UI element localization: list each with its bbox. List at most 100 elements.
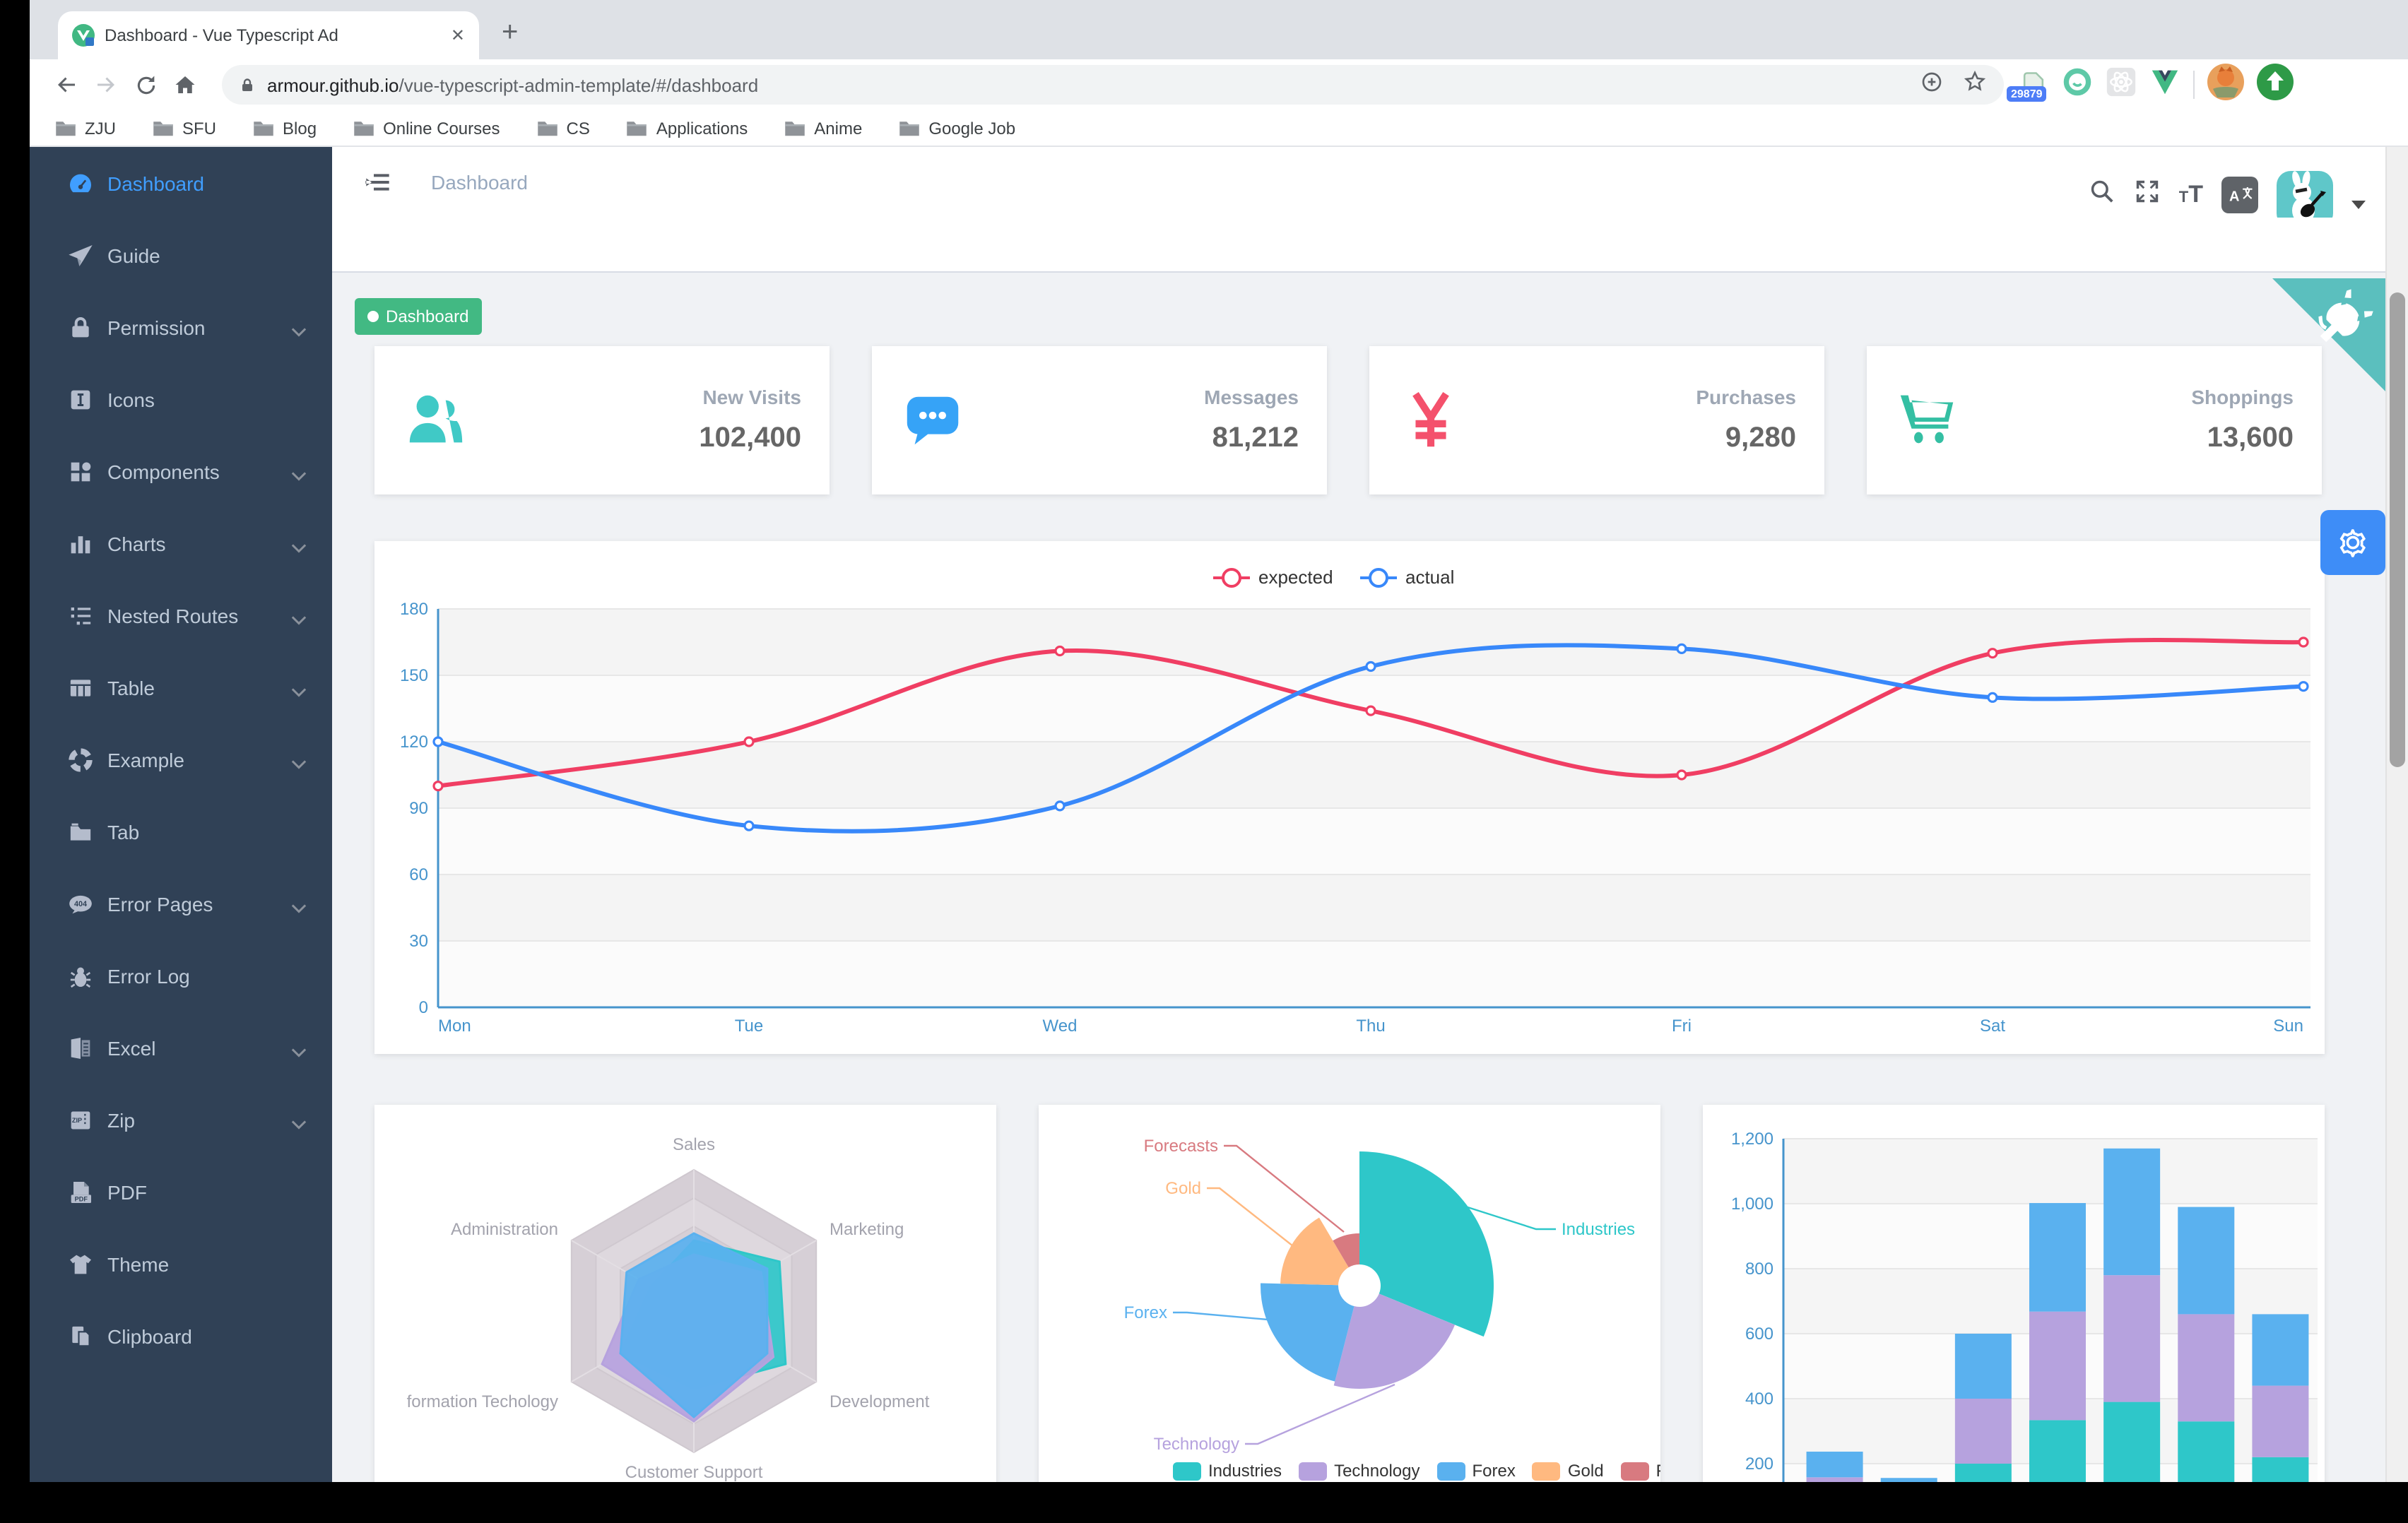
bookmark-item[interactable]: Google Job <box>899 118 1015 138</box>
stat-card-shoppings[interactable]: Shoppings 13,600 <box>1867 346 2322 494</box>
svg-text:200: 200 <box>1745 1454 1773 1474</box>
sidebar-item-label: Excel <box>107 1036 156 1059</box>
bookmark-item[interactable]: Anime <box>784 118 862 138</box>
legend-item[interactable]: Forex <box>1436 1461 1516 1481</box>
sidebar-item-permission[interactable]: Permission <box>30 291 332 363</box>
bookmark-item[interactable]: SFU <box>153 118 216 138</box>
sidebar-item-label: Icons <box>107 388 155 410</box>
gear-icon <box>2339 529 2366 557</box>
sidebar-item-theme[interactable]: Theme <box>30 1228 332 1300</box>
sidebar-item-charts[interactable]: Charts <box>30 507 332 579</box>
legend-chip <box>1620 1462 1649 1480</box>
sidebar-item-pdf[interactable]: PDF PDF <box>30 1156 332 1228</box>
legend-chip <box>1436 1462 1465 1480</box>
folder-icon <box>537 119 558 137</box>
sidebar-item-table[interactable]: Table <box>30 651 332 723</box>
legend-item[interactable]: Industries <box>1173 1461 1282 1481</box>
radar-chart-panel[interactable]: Sales Marketing Development Customer Suppor… <box>374 1105 996 1482</box>
sidebar-item-zip[interactable]: ZIP Zip <box>30 1084 332 1156</box>
sidebar-item-label: Dashboard <box>107 172 204 194</box>
sidebar-item-error-pages[interactable]: 404 Error Pages <box>30 867 332 940</box>
page-scrollbar[interactable] <box>2385 147 2408 1482</box>
sidebar-item-tab[interactable]: Tab <box>30 795 332 867</box>
svg-text:150: 150 <box>400 666 428 685</box>
bookmark-item[interactable]: CS <box>537 118 590 138</box>
svg-text:Fri: Fri <box>1672 1017 1692 1036</box>
bookmark-item[interactable]: Online Courses <box>353 118 500 138</box>
tag-dashboard[interactable]: Dashboard <box>355 298 482 335</box>
stat-card-new-visits[interactable]: New Visits 102,400 <box>374 346 830 494</box>
sidebar-item-label: Clipboard <box>107 1325 192 1347</box>
people-icon <box>403 387 469 454</box>
url-bar[interactable]: armour.github.io/vue-typescript-admin-te… <box>222 65 2004 105</box>
bar-chart-icon <box>66 529 95 557</box>
stat-card-purchases[interactable]: Purchases 9,280 <box>1369 346 1824 494</box>
back-icon[interactable] <box>47 65 86 105</box>
sidebar-item-excel[interactable]: Excel <box>30 1012 332 1084</box>
bookmark-star-icon[interactable] <box>1963 69 1987 100</box>
legend-item[interactable]: Forecasts <box>1620 1461 1660 1481</box>
extension-vue-icon[interactable] <box>2149 67 2180 102</box>
forward-icon[interactable] <box>86 65 126 105</box>
reload-icon[interactable] <box>126 65 165 105</box>
legend-chip <box>1299 1462 1328 1480</box>
new-tab-button[interactable]: + <box>502 17 519 48</box>
svg-text:Sun: Sun <box>2273 1017 2303 1036</box>
settings-button[interactable] <box>2320 510 2385 575</box>
svg-text:Technology: Technology <box>1154 1435 1239 1454</box>
sidebar-item-dashboard[interactable]: Dashboard <box>30 147 332 219</box>
bookmark-item[interactable]: ZJU <box>55 118 116 138</box>
fullscreen-icon[interactable] <box>2134 178 2161 212</box>
extension-ring-icon[interactable] <box>2062 66 2093 104</box>
browser-tab[interactable]: Dashboard - Vue Typescript Ad ✕ <box>58 11 479 59</box>
bookmark-item[interactable]: Blog <box>253 118 317 138</box>
svg-text:Tue: Tue <box>735 1017 763 1036</box>
svg-text:Gold: Gold <box>1165 1179 1201 1198</box>
bookmark-item[interactable]: Applications <box>627 118 748 138</box>
bookmarks-bar: ZJU SFU Blog Online Courses CS Applications An… <box>30 110 2408 147</box>
avatar-dropdown-caret-icon[interactable] <box>2351 201 2366 209</box>
sidebar-item-error-log[interactable]: Error Log <box>30 940 332 1012</box>
sidebar-item-guide[interactable]: Guide <box>30 219 332 291</box>
profile-avatar[interactable] <box>2207 63 2244 107</box>
extensions-area: 29879 <box>2007 63 2294 107</box>
stat-card-messages[interactable]: Messages 81,212 <box>872 346 1327 494</box>
update-button-icon[interactable] <box>2257 63 2294 107</box>
sidebar-item-components[interactable]: Components <box>30 435 332 507</box>
extension-badge-icon[interactable]: 29879 <box>2007 69 2049 102</box>
folder-icon <box>353 119 374 137</box>
stat-card-value: 13,600 <box>2207 422 2294 454</box>
dashboard-icon <box>66 169 95 197</box>
components-icon <box>66 457 95 485</box>
svg-text:Customer Support: Customer Support <box>625 1463 763 1482</box>
chevron-down-icon <box>291 680 307 702</box>
sidebar-item-clipboard[interactable]: Clipboard <box>30 1300 332 1372</box>
sidebar-item-label: Theme <box>107 1252 170 1275</box>
search-icon[interactable] <box>2089 178 2115 212</box>
sidebar-toggle-icon[interactable] <box>363 168 391 203</box>
breadcrumb[interactable]: Dashboard <box>431 171 528 194</box>
pie-chart-panel[interactable]: Industries Technology Forex Gold Forecasts In… <box>1039 1105 1660 1482</box>
sidebar-item-example[interactable]: Example <box>30 723 332 795</box>
zoom-plus-icon[interactable] <box>1920 70 1943 100</box>
home-icon[interactable] <box>165 65 205 105</box>
font-size-icon[interactable]: TT <box>2178 181 2203 208</box>
svg-text:PDF: PDF <box>75 1195 88 1202</box>
letter-i-icon <box>66 385 95 413</box>
sidebar-item-nested-routes[interactable]: Nested Routes <box>30 579 332 651</box>
svg-text:800: 800 <box>1745 1260 1773 1279</box>
legend-item[interactable]: Technology <box>1299 1461 1420 1481</box>
scrollbar-thumb[interactable] <box>2390 292 2405 767</box>
legend-item[interactable]: Gold <box>1532 1461 1604 1481</box>
legend-label: Industries <box>1208 1461 1282 1481</box>
tab-close-icon[interactable]: ✕ <box>450 25 465 45</box>
chevron-down-icon <box>291 896 307 918</box>
extension-react-icon[interactable] <box>2106 66 2137 104</box>
pdf-icon: PDF <box>66 1178 95 1206</box>
sidebar-item-label: Permission <box>107 316 206 338</box>
bar-chart-panel[interactable]: 1,200 1,000 800 600 400 200 <box>1703 1105 2325 1482</box>
sidebar-item-icons[interactable]: Icons <box>30 363 332 435</box>
line-chart-panel[interactable]: 0 30 60 90 120 150 180 Mon Tue Wed Thu Fri Sat Sun exp… <box>374 541 2325 1054</box>
translate-icon[interactable]: A <box>2221 177 2258 213</box>
folder-icon <box>627 119 648 137</box>
